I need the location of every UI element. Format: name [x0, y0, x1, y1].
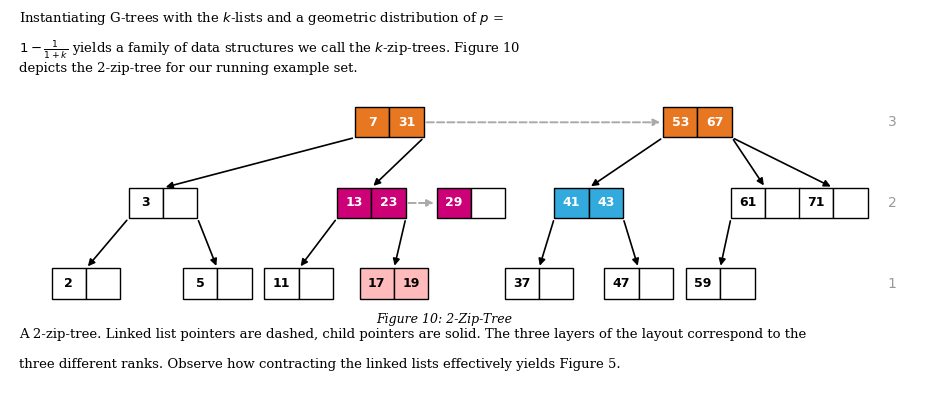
Bar — [218, 269, 252, 299]
Text: 11: 11 — [273, 277, 290, 290]
Bar — [163, 188, 198, 218]
Bar — [436, 188, 471, 218]
Bar — [129, 188, 163, 218]
Text: 43: 43 — [597, 197, 614, 209]
Text: 61: 61 — [739, 197, 756, 209]
Text: 53: 53 — [672, 116, 689, 129]
Bar — [589, 188, 624, 218]
Bar — [86, 269, 121, 299]
Text: 3: 3 — [141, 197, 150, 209]
Bar — [355, 107, 389, 137]
Text: Figure 10: 2-Zip-Tree: Figure 10: 2-Zip-Tree — [376, 313, 512, 326]
Text: 23: 23 — [380, 197, 398, 209]
Text: 17: 17 — [368, 277, 385, 290]
Bar — [337, 188, 371, 218]
Text: 71: 71 — [807, 197, 825, 209]
Bar — [265, 269, 299, 299]
Bar — [731, 188, 765, 218]
Bar — [360, 269, 394, 299]
Bar — [299, 269, 333, 299]
Text: depicts the 2-zip-tree for our running example set.: depicts the 2-zip-tree for our running e… — [19, 62, 357, 75]
Bar — [720, 269, 755, 299]
Bar — [505, 269, 539, 299]
Text: 67: 67 — [706, 116, 723, 129]
Text: 5: 5 — [196, 277, 204, 290]
Bar — [52, 269, 86, 299]
Bar — [799, 188, 834, 218]
Bar — [183, 269, 218, 299]
Bar — [686, 269, 720, 299]
Text: 31: 31 — [398, 116, 415, 129]
Text: 3: 3 — [887, 115, 897, 129]
Text: Instantiating G-trees with the $k$-lists and a geometric distribution of $p$ =: Instantiating G-trees with the $k$-lists… — [19, 10, 504, 27]
Text: three different ranks. Observe how contracting the linked lists effectively yiel: three different ranks. Observe how contr… — [19, 358, 621, 371]
Text: $1 - \frac{1}{1+k}$ yields a family of data structures we call the $k$-zip-trees: $1 - \frac{1}{1+k}$ yields a family of d… — [19, 38, 520, 60]
Bar — [834, 188, 868, 218]
Text: 41: 41 — [562, 197, 580, 209]
Text: 2: 2 — [64, 277, 73, 290]
Text: 13: 13 — [346, 197, 363, 209]
Text: 1: 1 — [887, 277, 897, 291]
Bar — [639, 269, 673, 299]
Text: 2: 2 — [887, 196, 897, 210]
Bar — [539, 269, 574, 299]
Text: 29: 29 — [446, 197, 463, 209]
Bar — [697, 107, 732, 137]
Text: 59: 59 — [694, 277, 711, 290]
Bar — [394, 269, 429, 299]
Bar — [663, 107, 697, 137]
Text: 37: 37 — [513, 277, 530, 290]
Bar — [604, 269, 639, 299]
Text: 47: 47 — [612, 277, 630, 290]
Bar — [765, 188, 800, 218]
Bar — [371, 188, 406, 218]
Text: 7: 7 — [368, 116, 377, 129]
Bar — [554, 188, 589, 218]
Text: A 2-zip-tree. Linked list pointers are dashed, child pointers are solid. The thr: A 2-zip-tree. Linked list pointers are d… — [19, 328, 806, 341]
Bar — [471, 188, 506, 218]
Text: 19: 19 — [402, 277, 420, 290]
Bar — [389, 107, 424, 137]
